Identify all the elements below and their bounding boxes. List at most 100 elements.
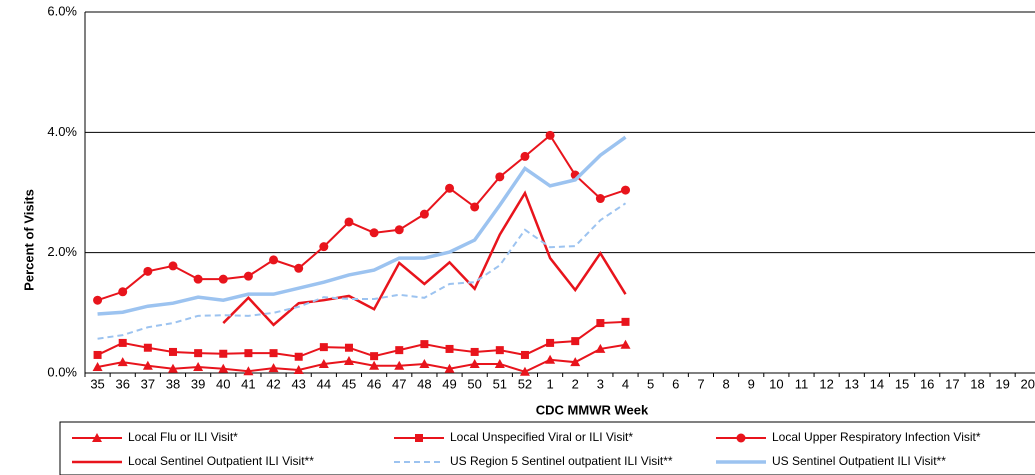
y-tick-label: 0.0% — [47, 364, 77, 379]
marker — [394, 225, 404, 235]
marker — [219, 349, 228, 358]
marker — [193, 361, 204, 371]
marker — [495, 346, 504, 355]
x-tick-label: 6 — [672, 376, 679, 391]
marker — [118, 287, 128, 297]
x-tick-label: 50 — [467, 376, 481, 391]
legend-label: US Sentinel Outpatient ILI Visit** — [772, 454, 946, 468]
x-tick-label: 14 — [870, 376, 884, 391]
marker — [395, 346, 404, 355]
marker — [167, 363, 178, 373]
marker — [736, 433, 746, 443]
x-tick-label: 5 — [647, 376, 654, 391]
x-tick-label: 8 — [722, 376, 729, 391]
marker — [168, 347, 177, 356]
series-line — [222, 190, 627, 327]
legend-label: US Region 5 Sentinel outpatient ILI Visi… — [450, 454, 673, 468]
x-tick-label: 11 — [795, 376, 809, 391]
series-line — [97, 133, 626, 302]
y-tick-label: 2.0% — [47, 244, 77, 259]
x-tick-label: 17 — [945, 376, 959, 391]
marker — [369, 360, 380, 370]
x-tick-label: 10 — [769, 376, 783, 391]
marker — [545, 130, 555, 140]
x-tick-label: 3 — [597, 376, 604, 391]
x-tick-label: 35 — [90, 376, 104, 391]
marker — [370, 352, 379, 361]
marker — [470, 202, 480, 212]
x-tick-label: 38 — [166, 376, 180, 391]
marker — [319, 242, 329, 252]
x-tick-label: 52 — [518, 376, 532, 391]
marker — [596, 319, 605, 328]
x-tick-label: 9 — [748, 376, 755, 391]
legend-label: Local Flu or ILI Visit* — [128, 430, 238, 444]
x-tick-label: 43 — [291, 376, 305, 391]
marker — [244, 349, 253, 358]
y-tick-label: 4.0% — [47, 124, 77, 139]
x-tick-label: 49 — [442, 376, 456, 391]
x-tick-label: 16 — [920, 376, 934, 391]
x-tick-label: 13 — [845, 376, 859, 391]
legend-box — [59, 421, 1035, 475]
marker — [143, 343, 152, 352]
marker — [545, 354, 556, 364]
x-tick-label: 45 — [342, 376, 356, 391]
marker — [595, 343, 606, 353]
x-tick-label: 12 — [819, 376, 833, 391]
x-tick-label: 40 — [216, 376, 230, 391]
marker — [621, 317, 630, 326]
legend-label: Local Upper Respiratory Infection Visit* — [772, 430, 981, 444]
marker — [268, 363, 279, 373]
marker — [415, 434, 423, 442]
marker — [494, 358, 505, 368]
marker — [194, 349, 203, 358]
marker — [420, 340, 429, 349]
marker — [318, 358, 329, 368]
x-tick-label: 2 — [572, 376, 579, 391]
marker — [571, 337, 580, 346]
marker — [143, 266, 153, 276]
x-tick-label: 48 — [417, 376, 431, 391]
x-tick-label: 46 — [367, 376, 381, 391]
series-line — [97, 320, 626, 358]
marker — [92, 361, 103, 371]
series-line — [97, 135, 627, 316]
marker — [419, 358, 430, 368]
marker — [269, 255, 279, 265]
x-tick-label: 18 — [970, 376, 984, 391]
marker — [142, 360, 153, 370]
marker — [595, 194, 605, 204]
marker — [546, 338, 555, 347]
legend-label: Local Sentinel Outpatient ILI Visit** — [128, 454, 314, 468]
marker — [93, 350, 102, 359]
marker — [495, 172, 505, 182]
marker — [570, 357, 581, 367]
series-line — [97, 202, 627, 340]
marker — [621, 185, 631, 195]
x-tick-label: 20 — [1021, 376, 1035, 391]
marker — [394, 360, 405, 370]
marker — [117, 357, 128, 367]
x-tick-label: 37 — [141, 376, 155, 391]
x-tick-label: 41 — [241, 376, 255, 391]
x-axis-label: CDC MMWR Week — [536, 402, 649, 417]
x-tick-label: 7 — [697, 376, 704, 391]
marker — [294, 263, 304, 273]
marker — [344, 217, 354, 227]
marker — [168, 261, 178, 271]
x-tick-label: 47 — [392, 376, 406, 391]
marker — [218, 363, 229, 373]
marker — [520, 151, 530, 161]
marker — [470, 347, 479, 356]
series-line — [97, 343, 626, 373]
marker — [520, 350, 529, 359]
x-tick-label: 15 — [895, 376, 909, 391]
x-tick-label: 1 — [546, 376, 553, 391]
marker — [343, 355, 354, 365]
marker — [469, 358, 480, 368]
marker — [344, 343, 353, 352]
y-axis-label: Percent of Visits — [21, 189, 36, 291]
